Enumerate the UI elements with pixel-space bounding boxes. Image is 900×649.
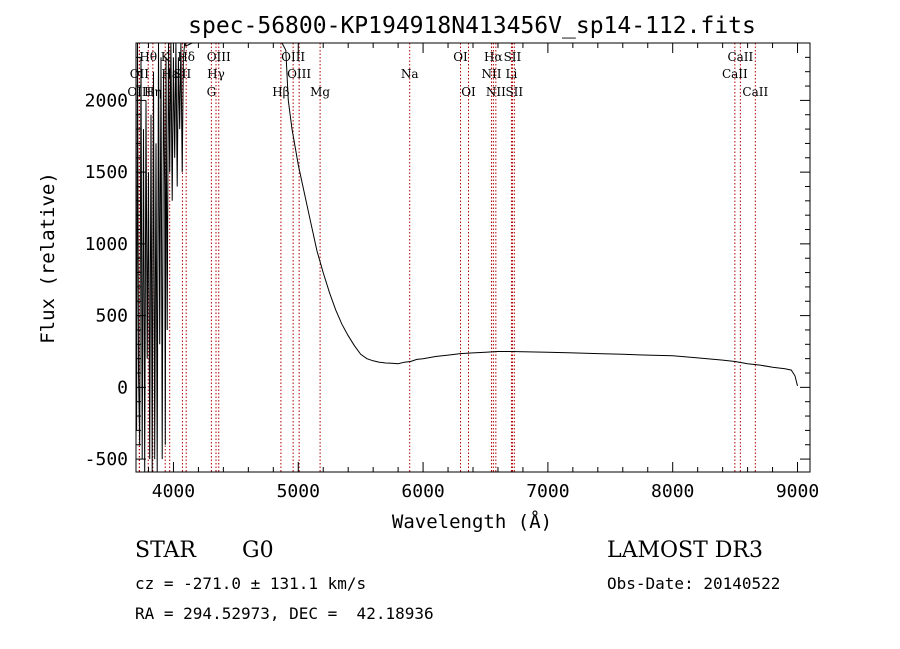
y-tick-label: 500: [95, 306, 128, 327]
velocity-text: cz = -271.0 ± 131.1 km/s: [135, 574, 367, 593]
line-label: K: [161, 50, 171, 64]
line-label: SII: [504, 50, 522, 64]
line-label: Hα: [484, 50, 503, 64]
line-label: G: [207, 85, 217, 99]
line-label: CaII: [742, 85, 768, 99]
line-label: SII: [505, 85, 523, 99]
line-label: CaII: [722, 67, 748, 81]
axes: 4000 5000 6000 7000 8000 9000 -500 0 500 1000 1500…: [85, 43, 819, 502]
line-label: OIII: [127, 85, 151, 99]
line-label: NII: [481, 67, 501, 81]
x-tick-label: 9000: [776, 481, 819, 502]
y-tick-label: 1500: [85, 162, 128, 183]
line-label: Hθ: [139, 50, 157, 64]
line-label: Mg: [310, 85, 330, 99]
x-tick-label: 6000: [401, 481, 444, 502]
object-class: STAR: [135, 538, 196, 563]
line-markers: [138, 43, 756, 472]
line-label: Hε: [161, 67, 178, 81]
line-label: Hγ: [207, 67, 225, 81]
line-label: NII: [486, 85, 506, 99]
line-label: Li: [506, 67, 518, 81]
x-tick-label: 8000: [651, 481, 694, 502]
series-layer: [135, 42, 798, 473]
y-tick-label: 0: [117, 377, 128, 398]
line-label: Na: [401, 67, 419, 81]
line-label: OI: [453, 50, 468, 64]
line-label: Hη: [144, 85, 162, 99]
line-label: CaII: [727, 50, 753, 64]
y-tick-label: 2000: [85, 90, 128, 111]
x-tick-label: 5000: [277, 481, 320, 502]
series-line-flux: [135, 42, 798, 473]
plot-frame: [135, 42, 811, 473]
line-label: Hβ: [272, 85, 289, 99]
survey-label: LAMOST DR3: [607, 538, 763, 563]
x-tick-label: 7000: [526, 481, 569, 502]
coordinates-text: RA = 294.52973, DEC = 42.18936: [135, 604, 434, 623]
y-tick-label: 1000: [85, 234, 128, 255]
y-tick-label: -500: [85, 449, 128, 470]
y-axis-label: Flux (relative): [37, 172, 59, 344]
x-axis-label: Wavelength (Å): [392, 510, 552, 533]
line-label: OII: [130, 67, 150, 81]
chart-title: spec-56800-KP194918N413456V_sp14-112.fit…: [188, 13, 756, 39]
subclass: G0: [242, 538, 274, 563]
x-tick-label: 4000: [152, 481, 195, 502]
obs-date: Obs-Date: 20140522: [607, 574, 781, 593]
line-label: Hδ: [177, 50, 195, 64]
line-label: OI: [461, 85, 476, 99]
line-label: SII: [174, 67, 192, 81]
line-label: OIII: [281, 50, 305, 64]
line-label: OIII: [207, 50, 231, 64]
line-label: OIII: [287, 67, 311, 81]
